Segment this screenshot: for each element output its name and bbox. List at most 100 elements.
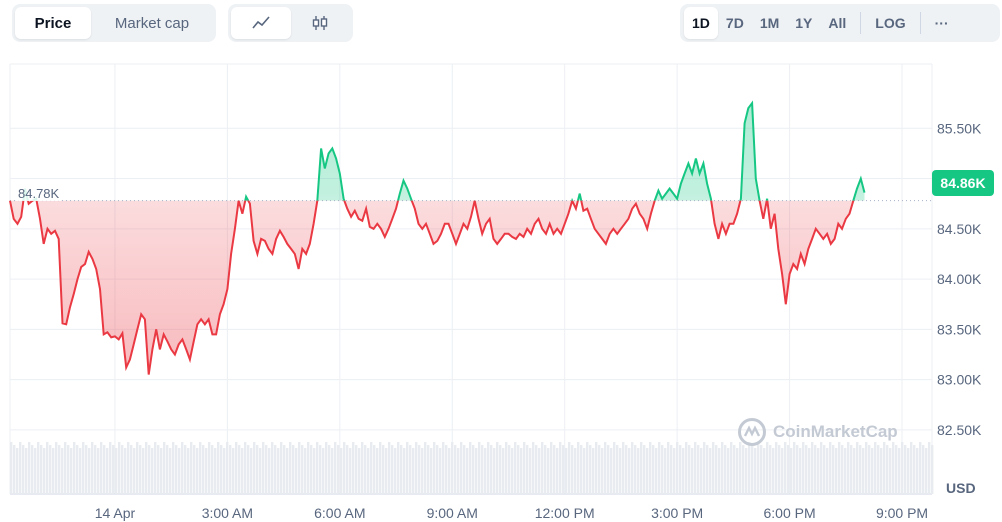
- volume-bar: [514, 442, 517, 494]
- volume-bar: [16, 448, 19, 494]
- volume-bar: [478, 442, 481, 494]
- volume-bar: [82, 442, 85, 494]
- candlestick-button[interactable]: [291, 7, 351, 39]
- range-1m[interactable]: 1M: [759, 15, 780, 31]
- volume-bar: [277, 448, 280, 494]
- volume-bar: [265, 445, 268, 494]
- volume-bar: [520, 448, 523, 494]
- range-all[interactable]: All: [828, 15, 847, 31]
- volume-bar: [430, 448, 433, 494]
- volume-bar: [181, 442, 184, 494]
- line-chart-button[interactable]: [231, 7, 291, 39]
- volume-bar: [46, 442, 49, 494]
- volume-bar: [568, 442, 571, 494]
- volume-bar: [391, 445, 394, 494]
- volume-bar: [115, 448, 118, 494]
- x-tick-label: 6:00 PM: [764, 505, 816, 521]
- volume-bar: [121, 445, 124, 494]
- volume-bar: [850, 445, 853, 494]
- volume-bar: [421, 448, 424, 494]
- volume-bar: [658, 442, 661, 494]
- volume-bar: [382, 445, 385, 494]
- volume-bar: [52, 448, 55, 494]
- volume-bar: [88, 448, 91, 494]
- volume-bar: [637, 448, 640, 494]
- market-cap-tab[interactable]: Market cap: [114, 14, 190, 32]
- volume-bar: [553, 445, 556, 494]
- volume-bar: [118, 442, 121, 494]
- volume-bar: [397, 442, 400, 494]
- volume-bar: [184, 445, 187, 494]
- y-tick-label: 84.00K: [937, 271, 982, 287]
- volume-bar: [145, 442, 148, 494]
- price-tab[interactable]: Price: [15, 7, 91, 39]
- volume-bar: [163, 442, 166, 494]
- volume-bar: [832, 445, 835, 494]
- log-scale-button[interactable]: LOG: [875, 15, 906, 31]
- volume-bar: [436, 445, 439, 494]
- volume-bar: [577, 442, 580, 494]
- line-below-baseline: [9, 200, 855, 375]
- volume-bar: [898, 448, 901, 494]
- range-7d[interactable]: 7D: [725, 15, 744, 31]
- volume-bar: [244, 442, 247, 494]
- volume-bar: [166, 445, 169, 494]
- volume-bar: [343, 442, 346, 494]
- volume-bar: [862, 448, 865, 494]
- volume-bar: [442, 442, 445, 494]
- volume-bar: [526, 445, 529, 494]
- x-tick-label: 9:00 PM: [876, 505, 928, 521]
- volume-bar: [922, 445, 925, 494]
- volume-bar: [70, 448, 73, 494]
- volume-bar: [328, 445, 331, 494]
- volume-bar: [325, 442, 328, 494]
- volume-bar: [889, 448, 892, 494]
- volume-bar: [682, 448, 685, 494]
- volume-bar: [448, 448, 451, 494]
- volume-bar: [415, 442, 418, 494]
- volume-bar: [34, 448, 37, 494]
- volume-bar: [493, 448, 496, 494]
- range-1d[interactable]: 1D: [684, 7, 718, 39]
- volume-bar: [652, 445, 655, 494]
- volume-bar: [892, 442, 895, 494]
- volume-bar: [286, 448, 289, 494]
- volume-bar: [406, 442, 409, 494]
- chart-style-toggle: [228, 4, 353, 42]
- volume-bar: [229, 445, 232, 494]
- range-1y[interactable]: 1Y: [795, 15, 813, 31]
- volume-bar: [208, 442, 211, 494]
- volume-bar: [172, 442, 175, 494]
- volume-bar: [130, 445, 133, 494]
- volume-bar: [670, 445, 673, 494]
- volume-bar: [781, 448, 784, 494]
- volume-bar: [352, 442, 355, 494]
- volume-bar: [496, 442, 499, 494]
- volume-bar: [214, 448, 217, 494]
- volume-bar: [871, 448, 874, 494]
- volume-bar: [760, 445, 763, 494]
- more-options-button[interactable]: ···: [934, 15, 949, 31]
- volume-bar: [793, 442, 796, 494]
- volume-bar: [103, 445, 106, 494]
- volume-bar: [424, 442, 427, 494]
- volume-bar: [394, 448, 397, 494]
- volume-bar: [361, 442, 364, 494]
- volume-bar: [679, 445, 682, 494]
- volume-bar: [886, 445, 889, 494]
- volume-bar: [640, 442, 643, 494]
- volume-bar: [604, 442, 607, 494]
- volume-bar: [721, 442, 724, 494]
- volume-bar: [97, 448, 100, 494]
- volume-bar: [634, 445, 637, 494]
- volume-bar: [193, 445, 196, 494]
- volume-bar: [64, 442, 67, 494]
- volume-bar: [643, 445, 646, 494]
- volume-bars: [10, 442, 934, 494]
- volume-bar: [142, 448, 145, 494]
- volume-bar: [58, 445, 61, 494]
- volume-bar: [151, 448, 154, 494]
- volume-bar: [40, 445, 43, 494]
- volume-bar: [232, 448, 235, 494]
